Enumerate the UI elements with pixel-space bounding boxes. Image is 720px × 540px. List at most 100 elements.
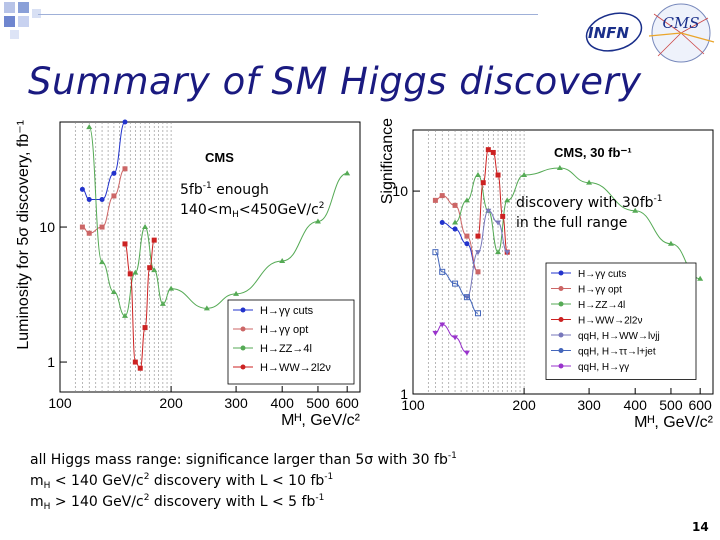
data-point (99, 259, 106, 265)
legend-box (227, 299, 355, 385)
data-point (121, 312, 128, 318)
data-point (151, 267, 158, 273)
legend-label: H→WW→2l2ν (260, 362, 331, 374)
data-point (111, 193, 117, 199)
data-point (697, 275, 704, 281)
x-tick-label: 400 (624, 397, 648, 413)
x-axis-label: Mᴴ, GeV/c² (281, 412, 361, 429)
data-point (495, 220, 502, 226)
data-point (500, 213, 506, 219)
data-point (439, 268, 446, 275)
series-line (435, 324, 468, 354)
data-point (344, 170, 351, 176)
y-tick-label: 1 (400, 386, 408, 402)
legend-box (545, 262, 697, 380)
summary-line-3: mH > 140 GeV/c2 discovery with L < 5 fb-… (30, 493, 325, 512)
data-point (99, 224, 105, 230)
data-point (233, 290, 240, 296)
legend-swatch-marker (240, 345, 246, 351)
y-tick-label: 10 (392, 183, 408, 199)
data-point (432, 249, 439, 256)
data-point (203, 305, 210, 311)
legend-label: H→γγ cuts (260, 305, 314, 317)
data-point (132, 359, 138, 365)
data-point (137, 365, 143, 371)
data-point (495, 249, 502, 255)
data-point (495, 172, 501, 178)
data-point (151, 237, 157, 243)
data-point (474, 250, 481, 256)
data-point (142, 325, 148, 331)
data-point (439, 193, 445, 199)
data-point (86, 124, 93, 130)
data-point (632, 207, 639, 213)
x-tick-label: 300 (224, 395, 248, 411)
data-point (667, 240, 674, 246)
data-point (464, 241, 470, 247)
data-point (147, 265, 153, 271)
data-point (452, 202, 458, 208)
legend-label: H→γγ opt (578, 285, 622, 296)
x-tick-label: 300 (577, 397, 601, 413)
series-line (442, 222, 479, 273)
legend-label: H→γγ cuts (578, 269, 626, 280)
data-point (521, 172, 528, 178)
data-point (463, 350, 470, 356)
data-point (439, 220, 445, 226)
data-point (132, 269, 139, 275)
cms-logo-icon: CMS (648, 3, 715, 63)
legend-label: H→ZZ→4l (578, 300, 625, 311)
data-point (432, 330, 439, 336)
legend-swatch-marker (558, 301, 564, 307)
data-point (79, 186, 85, 192)
data-point (439, 322, 446, 328)
data-point (556, 164, 563, 170)
legend-swatch-marker (558, 317, 564, 322)
legend-swatch-marker (240, 307, 246, 313)
y-tick-label: 10 (39, 219, 55, 235)
legend-swatch-marker (240, 326, 246, 332)
data-point (452, 226, 458, 232)
data-point (279, 258, 286, 264)
significance-chart: 100 200 300 400 500 600 1 10 CMS, 30 fb⁻¹ Mᴴ, GeV… (379, 118, 714, 431)
infn-logo-text: INFN (588, 24, 629, 42)
data-point (110, 289, 117, 295)
summary-line-2: mH < 140 GeV/c2 discovery with L < 10 fb… (30, 472, 334, 491)
chart-title: CMS (205, 150, 234, 165)
legend-swatch-marker (558, 363, 564, 369)
x-axis-label: Mᴴ, GeV/c² (634, 414, 714, 431)
data-point (159, 300, 166, 306)
y-tick-label: 1 (47, 354, 55, 370)
header-rule (38, 14, 538, 15)
page-number: 14 (692, 520, 709, 534)
right-chart-annotation: discovery with 30fb-1 in the full range (516, 194, 663, 232)
data-point (314, 218, 321, 224)
legend-swatch-marker (558, 286, 564, 291)
legend-label: qqH, H→γγ (578, 362, 629, 373)
data-point (490, 149, 496, 155)
cms-logo-text: CMS (662, 14, 699, 32)
legend-swatch-marker (558, 332, 564, 338)
data-point (586, 179, 593, 185)
legend-label: qqH, H→WW→lνjj (578, 331, 660, 342)
slide-title: Summary of SM Higgs discovery (28, 60, 642, 103)
x-tick-label: 600 (335, 395, 359, 411)
data-point (168, 285, 175, 291)
summary-text: all Higgs mass range: significance large… (30, 450, 457, 513)
x-tick-label: 500 (306, 395, 330, 411)
data-point (474, 172, 481, 178)
x-tick-label: 500 (659, 397, 683, 413)
data-point (111, 170, 117, 176)
data-point (464, 233, 470, 239)
data-point (122, 119, 128, 125)
legend-swatch-marker (558, 348, 564, 353)
data-point (504, 250, 511, 256)
data-point (79, 224, 85, 230)
data-point (452, 335, 459, 341)
data-point (142, 224, 149, 230)
x-tick-label: 200 (159, 395, 183, 411)
data-point (504, 197, 511, 203)
infn-logo-icon (585, 12, 643, 52)
legend-swatch-marker (240, 364, 246, 370)
y-axis-label: Significance (379, 118, 396, 204)
